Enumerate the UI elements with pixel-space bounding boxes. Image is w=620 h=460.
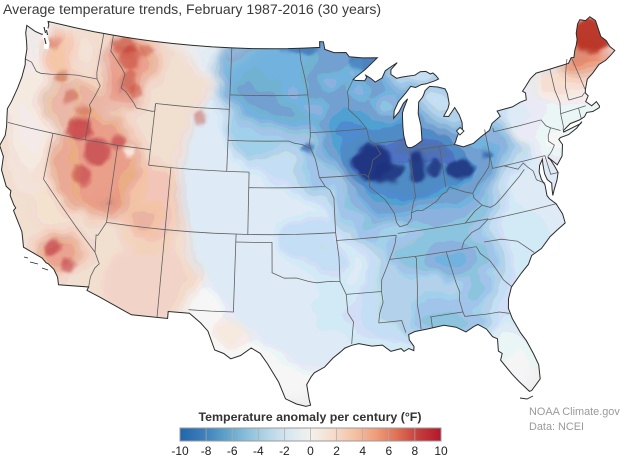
svg-text:-4: -4 <box>253 444 264 458</box>
svg-text:-8: -8 <box>201 444 212 458</box>
svg-text:Data: NCEI: Data: NCEI <box>529 421 584 433</box>
svg-text:NOAA Climate.gov: NOAA Climate.gov <box>529 406 620 418</box>
svg-text:-2: -2 <box>279 444 290 458</box>
svg-text:4: 4 <box>359 444 366 458</box>
svg-text:-10: -10 <box>171 444 189 458</box>
svg-text:6: 6 <box>385 444 392 458</box>
svg-text:-6: -6 <box>227 444 238 458</box>
svg-text:Average temperature trends, Fe: Average temperature trends, February 198… <box>3 1 381 17</box>
svg-text:Temperature anomaly per centur: Temperature anomaly per century (°F) <box>199 410 422 424</box>
svg-text:10: 10 <box>434 444 448 458</box>
svg-text:0: 0 <box>307 444 314 458</box>
svg-text:2: 2 <box>333 444 340 458</box>
svg-text:8: 8 <box>412 444 419 458</box>
